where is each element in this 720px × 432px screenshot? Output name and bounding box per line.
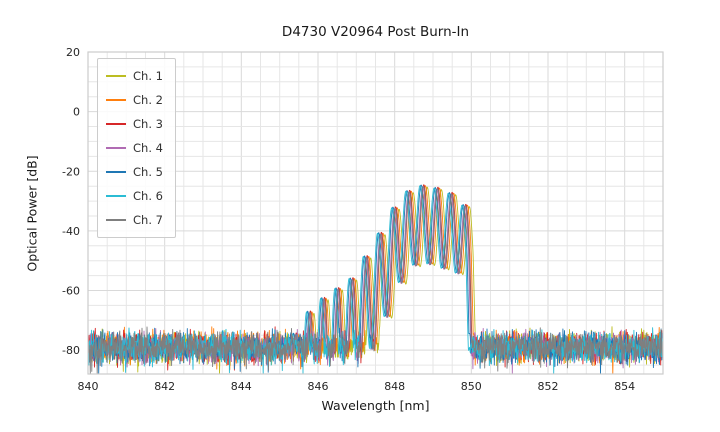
legend-label: Ch. 1 [133, 69, 163, 83]
legend-swatch [106, 99, 126, 101]
x-tick-label: 852 [538, 380, 559, 393]
series-line-7 [87, 185, 664, 375]
y-tick-label: 0 [73, 106, 80, 119]
legend-label: Ch. 3 [133, 117, 163, 131]
legend-label: Ch. 6 [133, 189, 163, 203]
legend-swatch [106, 171, 126, 173]
x-tick-label: 842 [154, 380, 175, 393]
y-axis-label: Optical Power [dB] [24, 155, 40, 272]
legend-swatch [106, 219, 126, 221]
x-tick-label: 850 [461, 380, 482, 393]
legend-swatch [106, 195, 126, 197]
tick-labels: 840 842 844 846 848 850 852 854 20 0 -20 -40 -60 -80 [62, 46, 635, 393]
legend-item: Ch. 2 [106, 88, 163, 112]
y-tick-label: -20 [62, 165, 80, 178]
legend: Ch. 1 Ch. 2 Ch. 3 Ch. 4 Ch. 5 Ch. 6 Ch. 7 [97, 58, 176, 238]
legend-item: Ch. 6 [106, 184, 163, 208]
legend-item: Ch. 4 [106, 136, 163, 160]
legend-swatch [106, 147, 126, 149]
legend-swatch [106, 75, 126, 77]
y-tick-label: -60 [62, 285, 80, 298]
y-tick-label: -80 [62, 344, 80, 357]
x-tick-label: 840 [78, 380, 99, 393]
legend-item: Ch. 3 [106, 112, 163, 136]
legend-label: Ch. 4 [133, 141, 163, 155]
chart-title: D4730 V20964 Post Burn-In [281, 24, 470, 40]
series-lines [87, 184, 664, 375]
legend-item: Ch. 5 [106, 160, 163, 184]
legend-swatch [106, 123, 126, 125]
y-tick-label: 20 [66, 46, 80, 59]
plot-border [87, 51, 664, 375]
x-tick-label: 848 [384, 380, 405, 393]
legend-label: Ch. 7 [133, 213, 163, 227]
legend-label: Ch. 5 [133, 165, 163, 179]
x-axis-label: Wavelength [nm] [321, 398, 430, 413]
x-tick-label: 846 [308, 380, 329, 393]
y-tick-label: -40 [62, 225, 80, 238]
legend-item: Ch. 7 [106, 208, 163, 232]
x-tick-label: 844 [231, 380, 252, 393]
x-tick-label: 854 [614, 380, 635, 393]
legend-label: Ch. 2 [133, 93, 163, 107]
legend-item: Ch. 1 [106, 64, 163, 88]
